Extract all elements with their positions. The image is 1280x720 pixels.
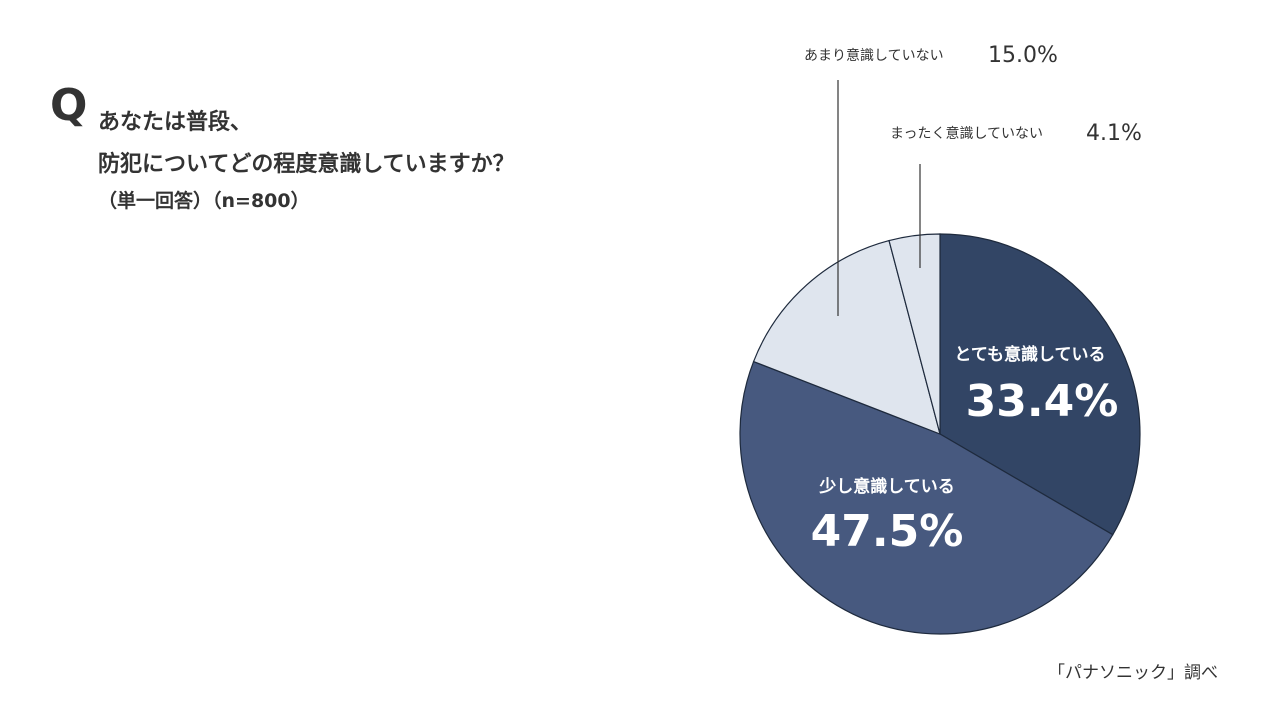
pie-slice-4 [888, 233, 941, 435]
question-letter: Q [50, 80, 88, 131]
question-line-1: あなたは普段、 [98, 110, 253, 135]
slice-2-value: 47.5% [811, 506, 964, 557]
question-note: （単一回答）（n=800） [98, 190, 310, 212]
slice-1-label: とても意識している [954, 344, 1105, 365]
pie-slice-2 [739, 360, 1114, 635]
slice-4-label: まったく意識していない [890, 125, 1043, 142]
pie-slice-1 [939, 233, 1141, 536]
slice-3-value: 15.0% [988, 43, 1058, 68]
slice-3-label: あまり意識していない [804, 47, 944, 64]
slice-2-label: 少し意識している [818, 476, 955, 497]
question-line-2: 防犯についてどの程度意識していますか？ [98, 152, 515, 177]
source-note: 「パナソニック」調べ [1048, 663, 1218, 683]
slice-1-value: 33.4% [966, 376, 1119, 427]
pie-slice-3 [752, 239, 941, 435]
slice-4-value: 4.1% [1086, 121, 1142, 146]
